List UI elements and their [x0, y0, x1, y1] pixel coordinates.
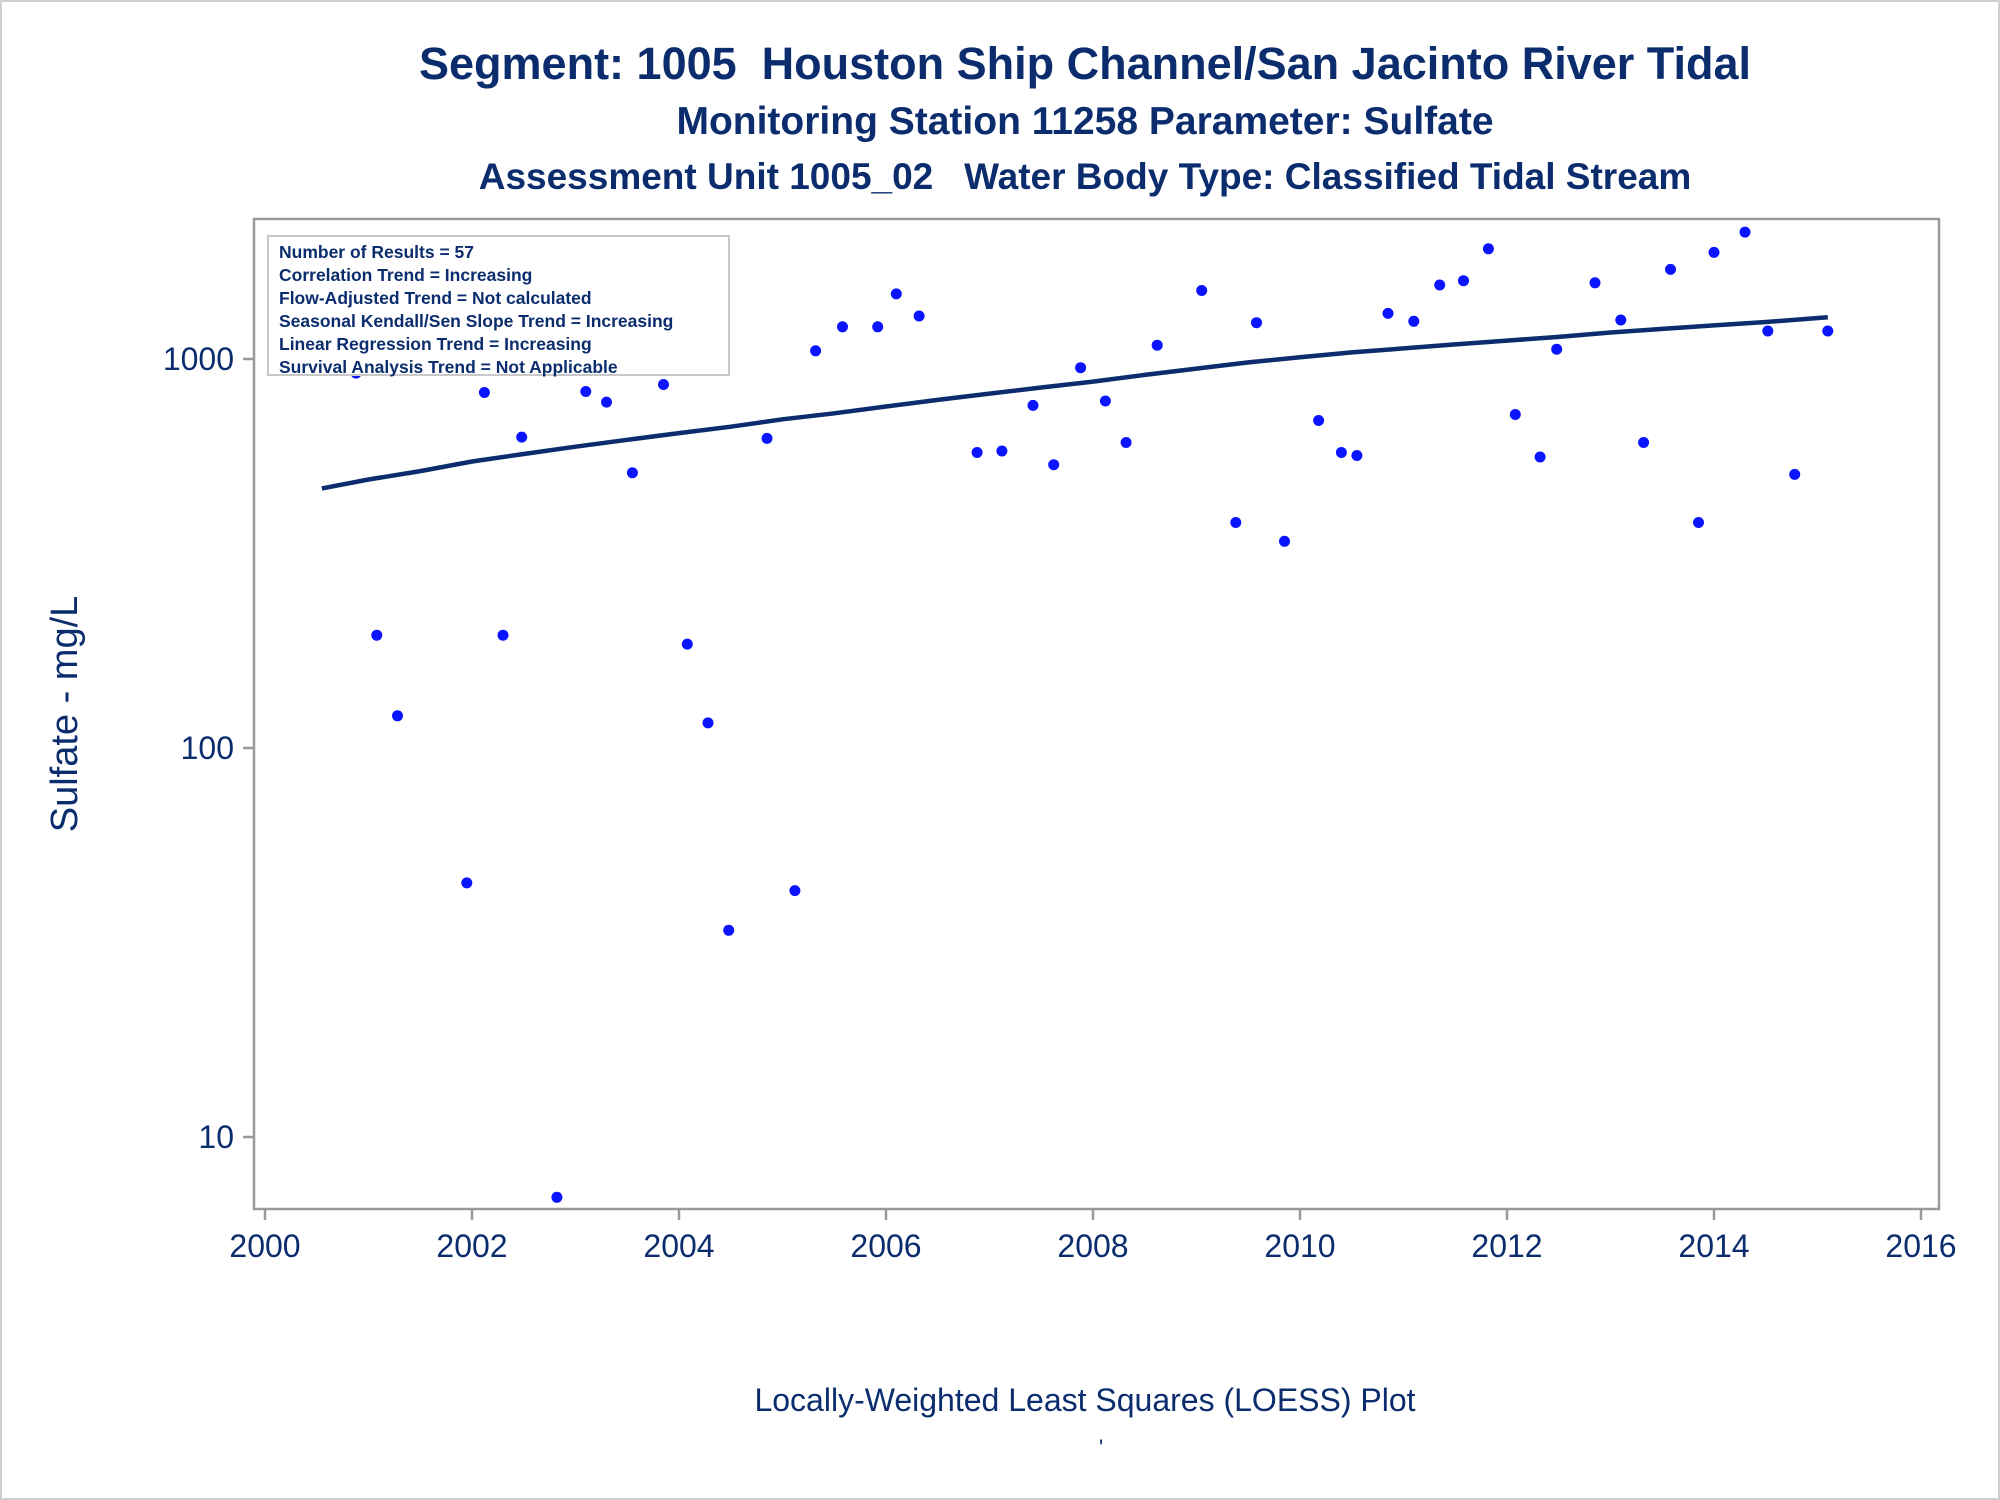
- data-point: [580, 386, 592, 397]
- data-point: [913, 310, 925, 322]
- x-tick-label: 2006: [850, 1228, 921, 1264]
- stat-correlation-trend: Correlation Trend = Increasing: [279, 265, 533, 285]
- data-point: [1739, 226, 1751, 238]
- x-tick-label: 2008: [1057, 1228, 1128, 1264]
- data-point: [1048, 459, 1060, 471]
- data-point: [516, 431, 528, 443]
- data-point: [702, 717, 714, 729]
- stat-flow-adjusted-trend: Flow-Adjusted Trend = Not calculated: [279, 288, 592, 308]
- stat-seasonal-kendall-trend: Seasonal Kendall/Sen Slope Trend = Incre…: [279, 311, 674, 331]
- data-point: [371, 629, 383, 641]
- x-tick-label: 2016: [1885, 1228, 1956, 1264]
- data-point: [971, 447, 983, 458]
- data-point: [1196, 285, 1208, 296]
- data-point: [996, 445, 1008, 457]
- data-point: [1551, 343, 1563, 355]
- data-point: [761, 432, 773, 444]
- data-point: [1458, 275, 1469, 287]
- data-point: [1075, 362, 1087, 374]
- chart-subtitle-station: Monitoring Station 11258 Parameter: Sulf…: [676, 100, 1494, 143]
- data-point: [1120, 437, 1132, 448]
- data-point: [1762, 325, 1774, 337]
- data-point: [1534, 451, 1546, 463]
- stat-survival-analysis-trend: Survival Analysis Trend = Not Applicable: [279, 357, 618, 377]
- data-point: [1351, 450, 1363, 461]
- data-point: [551, 1191, 563, 1203]
- footnote: Locally-Weighted Least Squares (LOESS) P…: [754, 1382, 1416, 1418]
- y-tick-label: 100: [181, 730, 234, 766]
- chart-subtitle-assessment: Assessment Unit 1005_02 Water Body Type:…: [478, 156, 1692, 197]
- plot-frame: [252, 217, 1941, 1211]
- data-point: [1335, 447, 1347, 458]
- data-point: [789, 885, 801, 897]
- data-point: [1638, 437, 1650, 448]
- data-point: [1099, 395, 1111, 407]
- y-tick-label: 10: [198, 1119, 234, 1155]
- data-point: [1279, 535, 1290, 547]
- data-point: [1482, 243, 1494, 255]
- data-point: [1027, 399, 1039, 411]
- data-point: [872, 321, 884, 333]
- y-axis-label: Sulfate - mg/L: [44, 596, 86, 833]
- x-tick-label: 2012: [1471, 1228, 1542, 1264]
- data-point: [681, 638, 693, 650]
- chart-title: Segment: 1005 Houston Ship Channel/San J…: [419, 38, 1751, 89]
- data-point: [497, 629, 509, 641]
- x-tick-label: 2014: [1678, 1228, 1749, 1264]
- data-point: [626, 467, 638, 479]
- data-point: [1789, 468, 1801, 480]
- data-point: [1151, 339, 1163, 351]
- stats-box: Number of Results = 57 Correlation Trend…: [267, 235, 730, 377]
- y-tick-label: 1000: [163, 341, 234, 377]
- data-point: [1382, 307, 1394, 319]
- data-point: [461, 877, 473, 889]
- stat-number-of-results: Number of Results = 57: [279, 242, 474, 262]
- data-point: [1665, 263, 1676, 275]
- data-point: [837, 321, 848, 333]
- data-point: [1230, 517, 1242, 528]
- data-point: [392, 710, 403, 722]
- data-point: [1408, 315, 1420, 327]
- data-point: [1509, 409, 1521, 420]
- footnote-mark: ': [1099, 1435, 1104, 1460]
- x-tick-label: 2004: [643, 1228, 714, 1264]
- x-tick-label: 2002: [436, 1228, 507, 1264]
- x-tick-label: 2010: [1264, 1228, 1335, 1264]
- x-tick-label: 2000: [229, 1228, 300, 1264]
- data-point: [601, 396, 612, 408]
- data-point: [723, 924, 735, 936]
- data-point: [1708, 246, 1720, 258]
- data-point: [1434, 279, 1446, 291]
- data-point: [658, 379, 669, 390]
- data-point: [1313, 415, 1325, 426]
- stat-linear-regression-trend: Linear Regression Trend = Increasing: [279, 334, 592, 354]
- data-point: [478, 387, 490, 398]
- data-point: [1615, 314, 1627, 326]
- data-point: [1251, 317, 1262, 329]
- data-point: [810, 345, 822, 357]
- data-point: [1693, 517, 1704, 528]
- loess-trend-line: [321, 315, 1828, 491]
- data-point: [1589, 277, 1601, 289]
- data-point: [890, 288, 902, 300]
- data-point: [1822, 325, 1834, 337]
